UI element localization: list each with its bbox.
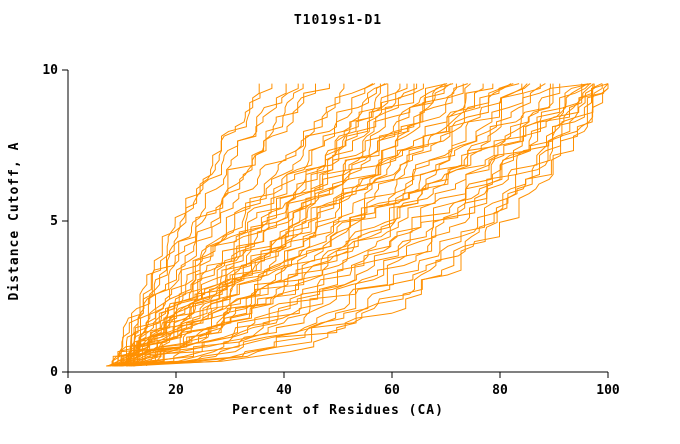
y-tick-label: 10 (42, 63, 58, 78)
model-curve (113, 83, 520, 367)
model-curve (112, 83, 609, 367)
model-curve (117, 83, 304, 366)
model-curve (133, 83, 408, 366)
axes: 0 20 40 60 80 100 0 5 10 (42, 63, 620, 398)
model-curve (129, 83, 316, 367)
model-curve (132, 83, 551, 367)
x-tick-label: 80 (492, 383, 508, 398)
model-curves (106, 83, 609, 367)
model-curve (116, 83, 345, 367)
model-curve (127, 83, 595, 367)
x-tick-label: 0 (64, 383, 72, 398)
model-curve (112, 83, 594, 366)
model-curve (115, 83, 609, 367)
model-curve (123, 83, 464, 367)
model-curve (146, 83, 589, 366)
model-curve (132, 83, 591, 367)
model-curve (126, 83, 546, 366)
model-curve (119, 83, 523, 367)
model-curve (116, 83, 401, 367)
model-curve (121, 83, 389, 366)
model-curve (128, 83, 386, 366)
model-curve (114, 83, 591, 367)
model-curve (121, 83, 299, 366)
model-curve (126, 83, 454, 367)
model-curve (133, 83, 592, 366)
model-curve (109, 83, 287, 367)
model-curve (111, 83, 448, 366)
model-curve (134, 83, 561, 367)
model-curve (120, 83, 528, 366)
model-curve (109, 83, 330, 367)
model-curve (128, 83, 603, 367)
model-curve (126, 83, 418, 366)
y-axis-label: Distance Cutoff, A (7, 142, 22, 301)
model-curve (113, 83, 609, 367)
chart-title: T1019s1-D1 (294, 13, 382, 28)
model-curve (121, 83, 388, 367)
model-curve (123, 83, 376, 366)
y-tick-label: 5 (50, 214, 58, 229)
model-curve (111, 83, 531, 366)
y-tick-label: 0 (50, 365, 58, 380)
model-curve (106, 83, 512, 367)
x-tick-label: 100 (596, 383, 620, 398)
model-curve (130, 83, 468, 366)
model-curve (137, 83, 446, 366)
model-curve (130, 83, 374, 366)
x-tick-label: 40 (276, 383, 292, 398)
x-axis-label: Percent of Residues (CA) (232, 403, 444, 418)
x-tick-label: 60 (384, 383, 400, 398)
model-curve (120, 83, 514, 367)
model-curve (106, 83, 415, 367)
model-curve (106, 83, 583, 367)
model-curve (117, 83, 452, 366)
x-tick-label: 20 (168, 383, 184, 398)
model-curve (130, 83, 603, 367)
model-curve (129, 83, 494, 366)
